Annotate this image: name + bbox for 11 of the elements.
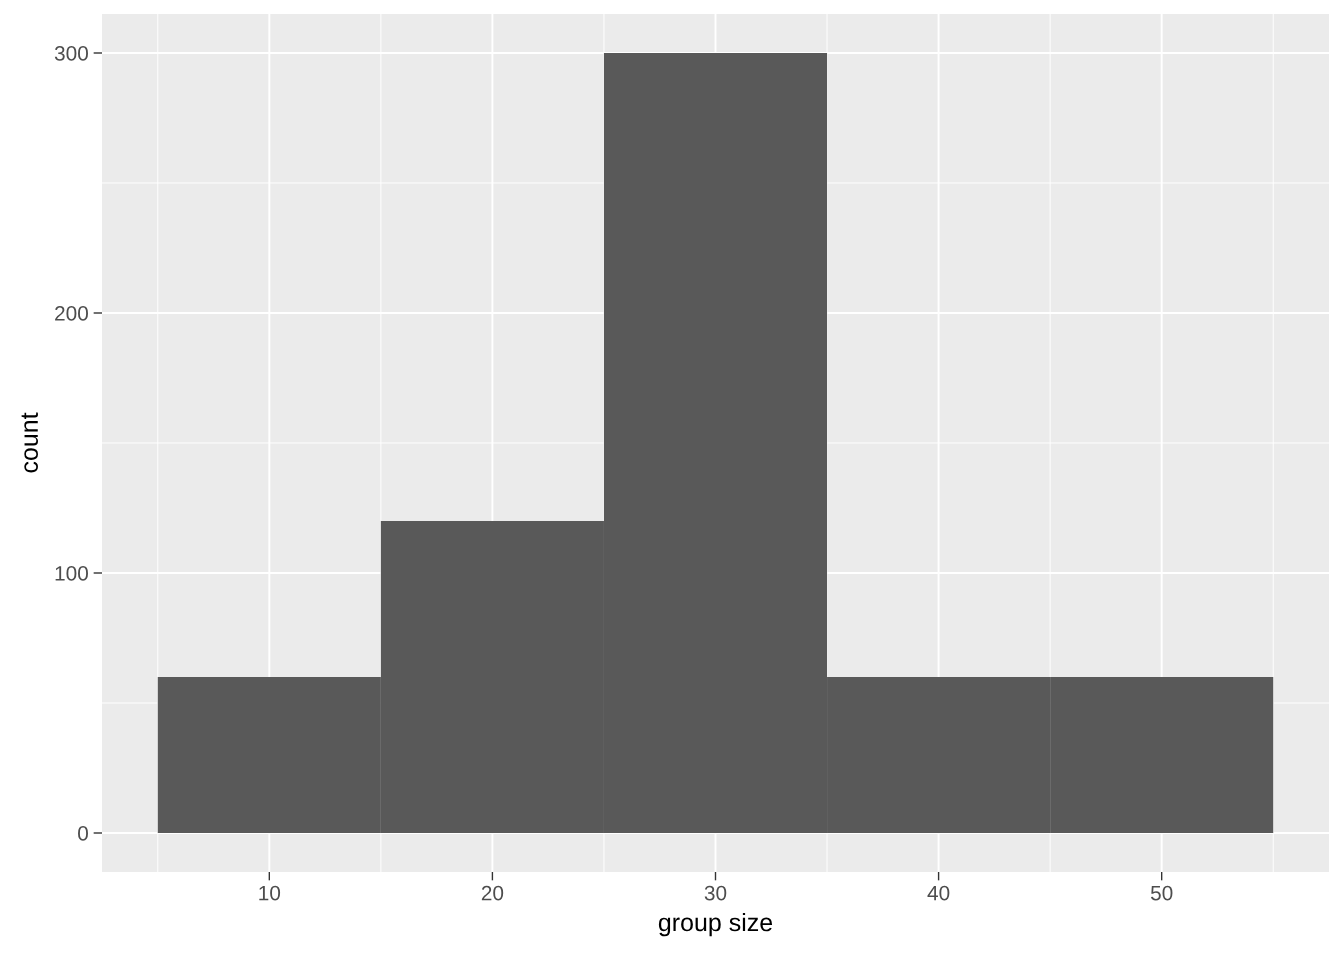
y-tick-label: 300 [54, 46, 88, 61]
x-tick-label: 20 [481, 885, 504, 901]
x-axis-title: group size [658, 912, 773, 937]
x-tick-label: 10 [259, 885, 281, 901]
y-tick-label: 100 [55, 566, 88, 581]
y-tick-label: 200 [55, 306, 88, 321]
x-tick-label: 30 [704, 885, 727, 901]
x-tick-label: 50 [1150, 885, 1173, 901]
x-tick-label: 40 [927, 885, 950, 901]
y-tick-label: 0 [78, 826, 88, 841]
y-axis-title: count [21, 412, 38, 473]
